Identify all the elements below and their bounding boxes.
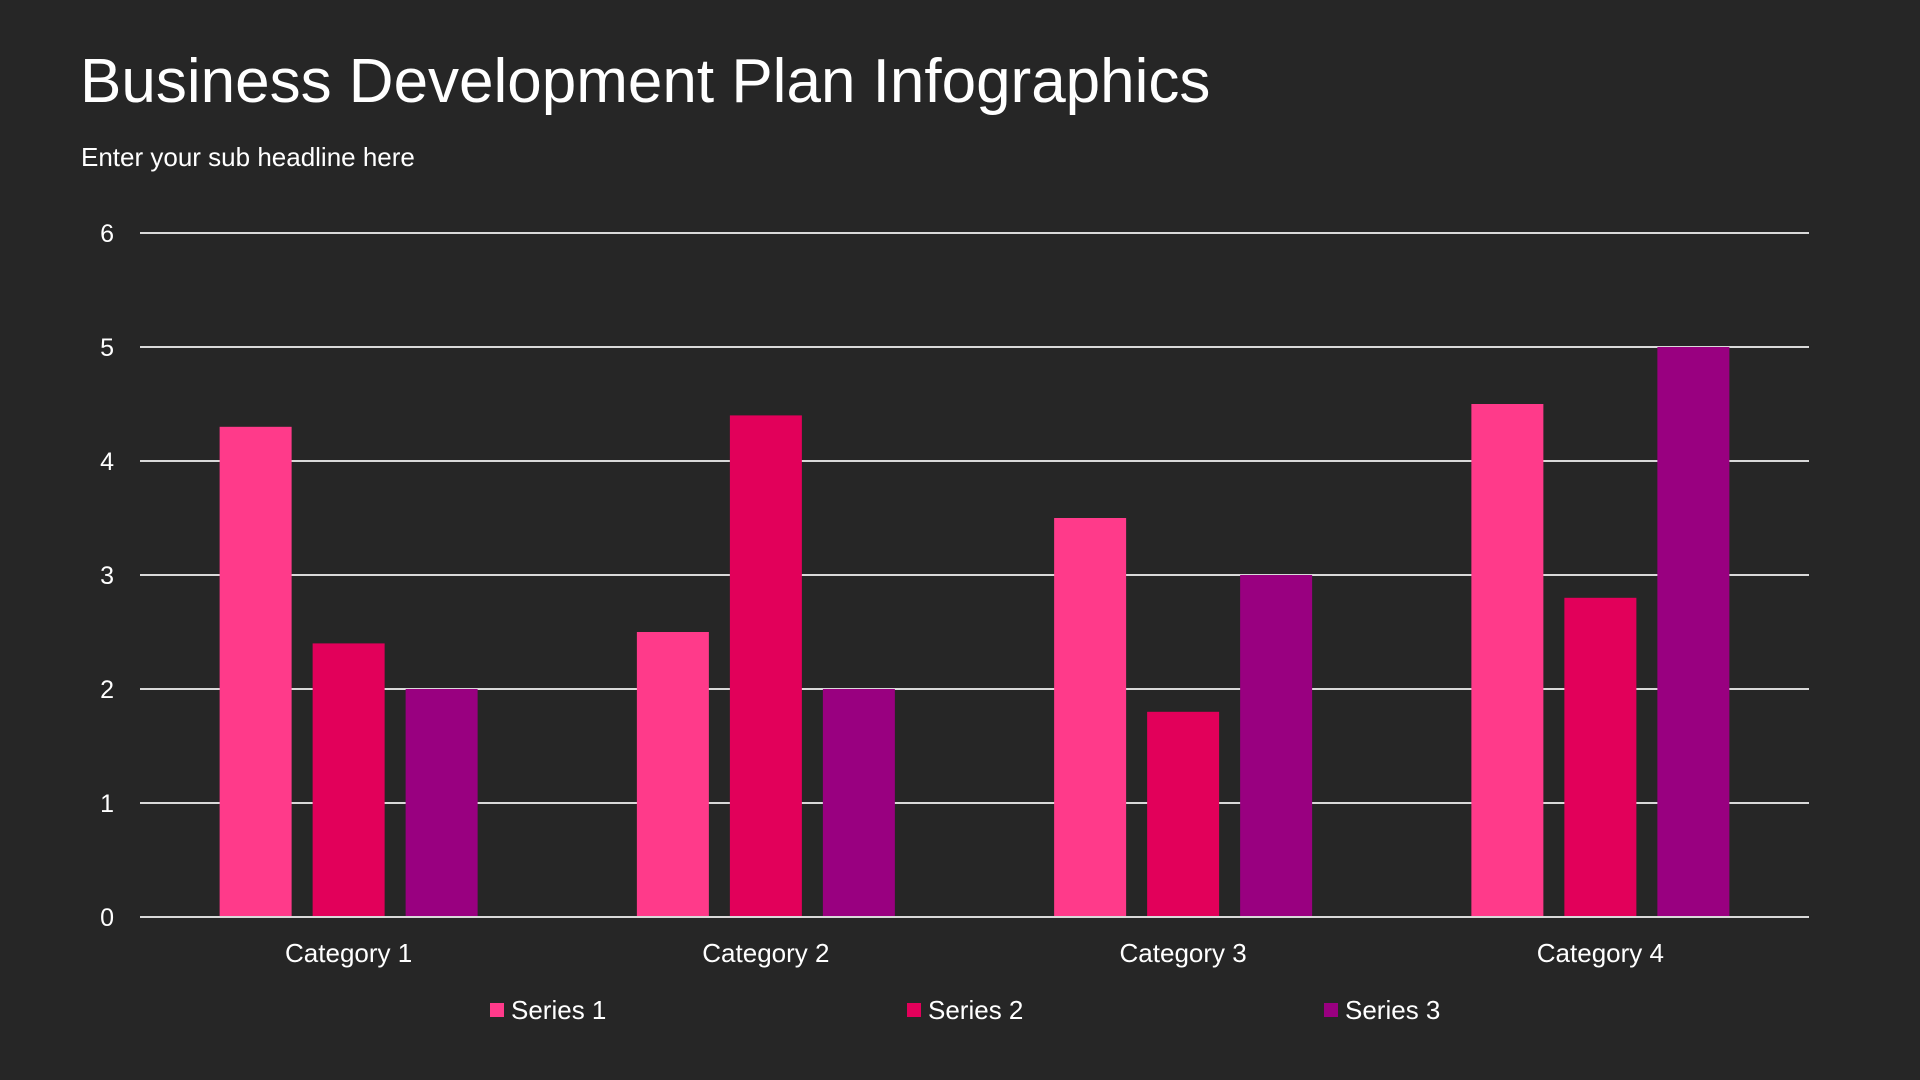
legend-label-3: Series 3 [1345,995,1440,1025]
y-tick-label: 6 [100,220,114,248]
legend-swatch-1 [490,1003,504,1017]
y-tick-label: 4 [100,448,114,476]
page-title: Business Development Plan Infographics [80,47,1211,116]
bar-3-4 [1657,347,1730,917]
y-tick-label: 2 [100,676,114,704]
y-tick-label: 0 [100,904,114,932]
bar-2-1 [312,643,385,917]
bar-2-2 [729,415,802,917]
bar-1-2 [636,632,709,917]
y-tick-label: 3 [100,562,114,590]
bar-1-1 [219,426,292,917]
bar-3-3 [1240,575,1313,917]
bar-3-1 [405,689,478,917]
legend-label-1: Series 1 [511,995,606,1025]
x-tick-label: Category 2 [702,938,829,968]
x-tick-label: Category 4 [1537,938,1664,968]
bar-2-4 [1564,597,1637,917]
legend-swatch-3 [1324,1003,1338,1017]
bar-3-2 [822,689,895,917]
x-tick-label: Category 3 [1120,938,1247,968]
bar-1-3 [1054,518,1127,917]
bar-1-4 [1471,404,1544,917]
x-tick-label: Category 1 [285,938,412,968]
page-subtitle: Enter your sub headline here [81,142,415,172]
y-tick-label: 1 [100,790,114,818]
legend-swatch-2 [907,1003,921,1017]
y-tick-label: 5 [100,334,114,362]
legend-label-2: Series 2 [928,995,1023,1025]
bar-2-3 [1147,711,1220,917]
